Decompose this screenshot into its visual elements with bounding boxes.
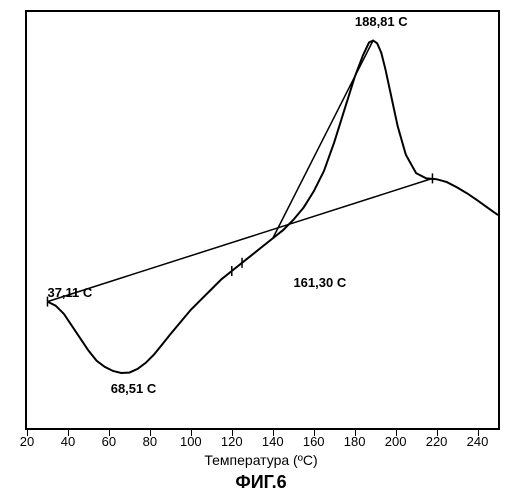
dsc-curve-line [47,40,498,373]
x-tick-label: 240 [467,434,489,449]
x-tick-label: 100 [180,434,202,449]
annotation-label: 37,11 С [47,285,92,300]
baseline-1 [47,178,432,301]
x-tick-mark [232,430,233,436]
x-tick-mark [437,430,438,436]
x-tick-label: 40 [61,434,75,449]
x-tick-label: 160 [303,434,325,449]
x-tick-mark [273,430,274,436]
x-tick-mark [314,430,315,436]
x-tick-mark [150,430,151,436]
annotation-label: 188,81 С [355,14,408,29]
annotation-label: 68,51 С [111,381,157,396]
x-tick-mark [396,430,397,436]
figure-caption: ФИГ.6 [0,472,522,493]
x-tick-mark [109,430,110,436]
dsc-chart: 20 40 60 80 100 120 140 160 180 200 220 240 Темпера… [0,0,522,500]
annotation-label: 161,30 С [293,275,346,290]
x-tick-label: 180 [344,434,366,449]
x-tick-label: 140 [262,434,284,449]
x-tick-mark [478,430,479,436]
x-tick-label: 20 [20,434,34,449]
x-tick-label: 120 [221,434,243,449]
baseline-2 [273,40,373,238]
x-tick-label: 200 [385,434,407,449]
x-tick-label: 80 [143,434,157,449]
x-tick-label: 220 [426,434,448,449]
x-tick-mark [355,430,356,436]
x-tick-mark [191,430,192,436]
x-axis-label: Температура (ºС) [0,452,522,468]
x-tick-mark [68,430,69,436]
x-tick-mark [27,430,28,436]
x-tick-label: 60 [102,434,116,449]
chart-svg [25,10,500,430]
